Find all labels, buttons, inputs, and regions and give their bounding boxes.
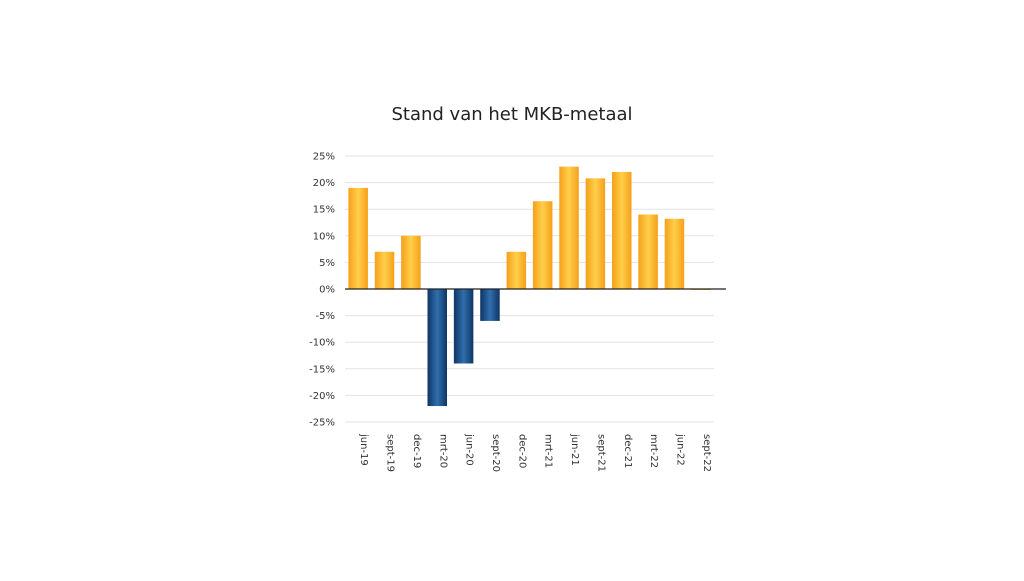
y-tick-label: -10% [309, 338, 335, 349]
bar-dec-20 [506, 251, 527, 289]
x-category-label: jun-22 [674, 433, 685, 466]
bar-sept-19 [374, 251, 395, 289]
bar-dec-21 [611, 171, 632, 289]
y-axis-ticks: 25% 20% 15% 10% 5% 0% -5% -10% -15% -20% -25% [309, 152, 335, 429]
y-tick-label: 0% [319, 285, 335, 296]
x-category-label: sept-20 [490, 434, 501, 472]
x-category-label: dec-20 [516, 434, 527, 468]
bar-mrt-20 [427, 289, 448, 407]
bar-mrt-21 [532, 201, 553, 289]
y-tick-label: 15% [313, 205, 335, 216]
x-category-label: mrt-20 [437, 434, 448, 468]
bar-dec-19 [401, 235, 421, 289]
bar-jun-19 [348, 187, 368, 289]
y-tick-label: -25% [309, 418, 335, 429]
y-tick-label: -20% [309, 391, 335, 402]
bar-jun-21 [559, 166, 579, 289]
x-category-label: jun-21 [569, 433, 580, 466]
bar-mrt-22 [638, 214, 658, 289]
chart-title: Stand van het MKB-metaal [391, 104, 632, 125]
x-axis-categories: jun-19 sept-19 dec-19 mrt-20 jun-20 sept-20 de… [358, 433, 712, 472]
y-tick-label: -15% [309, 364, 335, 375]
x-category-label: jun-20 [464, 433, 475, 466]
x-category-label: mrt-22 [648, 434, 659, 468]
bar-jun-20 [453, 289, 474, 364]
y-tick-label: 10% [313, 231, 335, 242]
x-category-label: sept-22 [701, 434, 712, 472]
bar-sept-21 [585, 178, 606, 289]
y-tick-label: 20% [313, 178, 335, 189]
x-category-label: sept-21 [595, 434, 606, 472]
x-category-label: mrt-21 [543, 434, 554, 468]
y-tick-label: 5% [319, 258, 335, 269]
bars [348, 166, 711, 407]
y-tick-label: 25% [313, 152, 335, 163]
bar-jun-22 [664, 218, 685, 289]
x-category-label: dec-19 [411, 434, 422, 468]
bar-sept-20 [480, 289, 500, 321]
y-tick-label: -5% [316, 311, 335, 322]
x-category-label: dec-21 [622, 434, 633, 468]
x-category-label: sept-19 [385, 434, 396, 472]
x-category-label: jun-19 [358, 433, 369, 466]
